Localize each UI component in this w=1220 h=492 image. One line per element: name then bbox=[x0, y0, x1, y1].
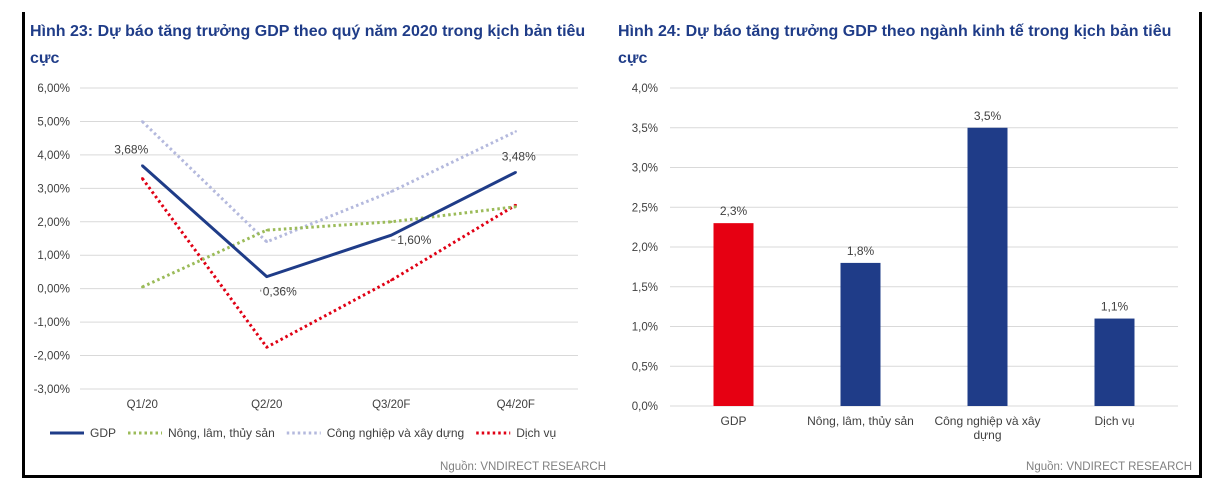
y-tick-label: 3,0% bbox=[632, 163, 658, 175]
y-tick-label: 2,0% bbox=[632, 242, 658, 254]
bar bbox=[967, 127, 1008, 406]
bar-value-label: 1,1% bbox=[1101, 300, 1129, 314]
series-point bbox=[265, 228, 268, 232]
x-tick-label: Công nghiệp và xây bbox=[934, 414, 1040, 428]
data-label: 0,36% bbox=[263, 285, 297, 299]
series-point bbox=[265, 240, 268, 244]
bar bbox=[713, 223, 754, 406]
series-point bbox=[514, 205, 517, 208]
bar-value-label: 1,8% bbox=[847, 244, 875, 258]
legend-label: Nông, lâm, thủy sản bbox=[168, 426, 275, 440]
line-chart-title: Hình 23: Dự báo tăng trưởng GDP theo quý… bbox=[30, 23, 586, 67]
x-tick-label: Q1/20 bbox=[127, 399, 158, 411]
x-tick-label: dựng bbox=[973, 428, 1001, 442]
y-tick-label: 0,0% bbox=[632, 401, 658, 413]
series-line-3 bbox=[141, 177, 517, 349]
frame-border-bottom bbox=[22, 475, 1202, 478]
bar-value-label: 2,3% bbox=[720, 204, 748, 218]
frame-border-left bbox=[22, 12, 25, 478]
series-line-0 bbox=[141, 164, 517, 279]
series-point bbox=[514, 171, 517, 174]
y-tick-label: 3,5% bbox=[632, 123, 658, 135]
data-label: 1,60% bbox=[397, 233, 431, 247]
data-label: 3,48% bbox=[502, 149, 536, 163]
series-point bbox=[265, 345, 268, 349]
x-tick-label: Q4/20F bbox=[497, 399, 535, 411]
figure-frame: Hình 23: Dự báo tăng trưởng GDP theo quý… bbox=[22, 12, 1202, 478]
y-tick-label: 2,5% bbox=[632, 202, 658, 214]
series-point bbox=[514, 130, 517, 133]
x-tick-label: GDP bbox=[720, 414, 746, 428]
x-tick-label: Dịch vụ bbox=[1094, 414, 1134, 428]
frame-border-right bbox=[1199, 12, 1202, 478]
bar-chart-source: Nguồn: VNDIRECT RESEARCH bbox=[1026, 461, 1192, 473]
series-point bbox=[390, 279, 393, 282]
bar bbox=[840, 262, 881, 406]
bar-chart-title: Hình 24: Dự báo tăng trưởng GDP theo ngà… bbox=[618, 23, 1172, 67]
x-tick-label: Nông, lâm, thủy sản bbox=[807, 414, 914, 428]
y-tick-label: 5,00% bbox=[37, 116, 70, 128]
y-tick-label: 1,0% bbox=[632, 322, 658, 334]
y-tick-label: 1,00% bbox=[37, 250, 70, 262]
x-tick-label: Q3/20F bbox=[372, 399, 410, 411]
bar-chart-svg: 4,0% 3,5% 3,0% 2,5% 2,0% 1,5% 1,0% 0,5% 0,0% 2,3%… bbox=[632, 83, 1178, 442]
series-line-1 bbox=[141, 205, 516, 289]
series-point bbox=[390, 220, 393, 223]
x-tick-label: Q2/20 bbox=[251, 399, 282, 411]
y-tick-label: 1,5% bbox=[632, 282, 658, 294]
line-chart-source: Nguồn: VNDIRECT RESEARCH bbox=[440, 461, 606, 473]
bar-chart-panel: Hình 24: Dự báo tăng trưởng GDP theo ngà… bbox=[610, 12, 1198, 478]
y-tick-label: 3,00% bbox=[37, 183, 70, 195]
y-tick-label: 0,00% bbox=[37, 284, 70, 296]
bar bbox=[1094, 318, 1135, 406]
legend-label: GDP bbox=[90, 426, 116, 440]
y-tick-label: -2,00% bbox=[34, 351, 70, 363]
series-point bbox=[141, 120, 144, 123]
y-tick-label: 2,00% bbox=[37, 217, 70, 229]
y-tick-label: -3,00% bbox=[34, 384, 70, 396]
series-point bbox=[390, 190, 393, 193]
y-tick-label: 6,00% bbox=[37, 83, 70, 95]
y-tick-label: 4,0% bbox=[632, 83, 658, 95]
data-label: 3,68% bbox=[114, 143, 148, 157]
legend-label: Công nghiệp và xây dựng bbox=[327, 426, 464, 440]
series-point bbox=[141, 164, 144, 167]
line-chart-svg: 6,00% 5,00% 4,00% 3,00% 2,00% 1,00% 0,00% -1,00… bbox=[34, 83, 578, 440]
series-line-2 bbox=[141, 120, 517, 244]
legend-label: Dịch vụ bbox=[516, 426, 556, 440]
line-chart-panel: Hình 23: Dự báo tăng trưởng GDP theo quý… bbox=[26, 12, 612, 478]
y-tick-label: -1,00% bbox=[34, 317, 70, 329]
series-point bbox=[390, 233, 393, 237]
y-tick-label: 0,5% bbox=[632, 361, 658, 373]
series-point bbox=[141, 285, 144, 289]
bar-value-label: 3,5% bbox=[974, 109, 1002, 123]
series-point bbox=[265, 275, 268, 278]
series-point bbox=[141, 177, 144, 180]
y-tick-label: 4,00% bbox=[37, 150, 70, 162]
